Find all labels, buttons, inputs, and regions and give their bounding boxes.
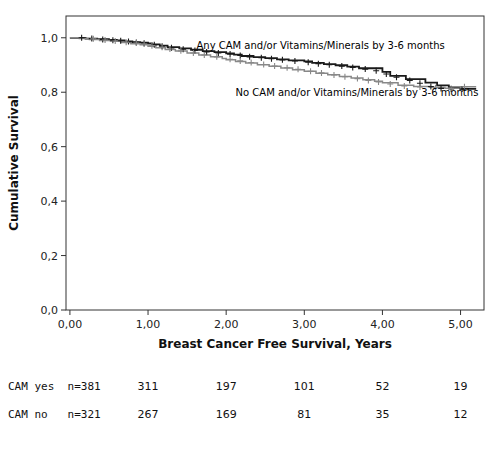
risk-value: 81 bbox=[297, 408, 311, 421]
censor-mark bbox=[258, 55, 264, 61]
y-tick bbox=[61, 255, 66, 256]
risk-value: 52 bbox=[375, 380, 389, 393]
censor-mark bbox=[308, 68, 314, 74]
censor-mark bbox=[305, 59, 311, 65]
y-axis-label: Cumulative Survival bbox=[7, 95, 21, 231]
censor-mark bbox=[268, 56, 274, 62]
y-tick bbox=[61, 37, 66, 38]
risk-value: 12 bbox=[454, 408, 468, 421]
censor-mark bbox=[133, 39, 139, 45]
censor-mark bbox=[159, 44, 165, 50]
censor-mark bbox=[350, 64, 356, 70]
y-tick-label: 0,8 bbox=[41, 86, 59, 99]
censor-mark bbox=[141, 40, 147, 46]
censor-mark bbox=[407, 78, 413, 84]
censor-mark bbox=[190, 50, 196, 56]
censor-mark bbox=[373, 68, 379, 74]
censor-mark bbox=[123, 39, 129, 45]
y-tick bbox=[61, 201, 66, 202]
censor-mark bbox=[237, 58, 243, 64]
x-tick bbox=[148, 310, 149, 315]
censor-mark bbox=[118, 38, 124, 44]
censor-mark bbox=[248, 60, 254, 66]
censor-mark bbox=[292, 58, 298, 64]
y-tick-label: 0,2 bbox=[41, 250, 59, 263]
censor-mark bbox=[247, 54, 253, 60]
censor-mark bbox=[237, 52, 243, 58]
risk-value: 19 bbox=[454, 380, 468, 393]
risk-value: 101 bbox=[294, 380, 315, 393]
plot-frame bbox=[66, 16, 484, 310]
risk-row-label: CAM no n=321 bbox=[8, 408, 101, 421]
censor-mark bbox=[315, 61, 321, 67]
annotation: No CAM and/or Vitamins/Minerals by 3-6 m… bbox=[236, 87, 479, 98]
x-tick-label: 2,00 bbox=[214, 318, 239, 331]
censor-mark bbox=[284, 65, 290, 71]
censor-mark bbox=[214, 54, 220, 60]
censor-mark bbox=[393, 74, 399, 80]
censor-mark bbox=[339, 63, 345, 69]
chart: 0,00 1,00 2,00 3,00 4,00 5,00 0,0 0,2 0,4 0,6 0,8 1… bbox=[0, 0, 500, 449]
censor-mark bbox=[354, 76, 360, 82]
censor-mark bbox=[79, 35, 85, 41]
x-axis-label: Breast Cancer Free Survival, Years bbox=[158, 337, 392, 351]
censor-mark bbox=[261, 61, 267, 67]
y-tick bbox=[61, 310, 66, 311]
censor-mark bbox=[227, 56, 233, 62]
x-tick bbox=[69, 310, 70, 315]
censor-mark bbox=[149, 43, 155, 49]
censor-mark bbox=[295, 66, 301, 72]
annotation: Any CAM and/or Vitamins/Minerals by 3-6 … bbox=[196, 40, 444, 51]
censor-mark bbox=[365, 78, 371, 84]
censor-mark bbox=[90, 36, 96, 42]
survival-curve bbox=[70, 38, 476, 88]
risk-value: 197 bbox=[216, 380, 237, 393]
y-tick bbox=[61, 146, 66, 147]
censor-mark bbox=[167, 46, 173, 52]
x-tick-label: 1,00 bbox=[136, 318, 161, 331]
censor-mark bbox=[227, 51, 233, 57]
y-tick bbox=[61, 92, 66, 93]
risk-row-label: CAM yes n=381 bbox=[8, 380, 101, 393]
y-tick-label: 0,0 bbox=[41, 304, 59, 317]
censor-mark bbox=[383, 71, 389, 77]
y-tick-label: 0,6 bbox=[41, 141, 59, 154]
x-tick-label: 4,00 bbox=[370, 318, 395, 331]
y-tick-label: 0,4 bbox=[41, 195, 59, 208]
censor-mark bbox=[141, 41, 147, 47]
censor-mark bbox=[362, 66, 368, 72]
x-tick bbox=[382, 310, 383, 315]
risk-value: 267 bbox=[138, 408, 159, 421]
censor-mark bbox=[102, 37, 108, 43]
risk-value: 311 bbox=[138, 380, 159, 393]
x-tick bbox=[460, 310, 461, 315]
censor-mark bbox=[201, 52, 207, 58]
x-tick bbox=[304, 310, 305, 315]
risk-value: 169 bbox=[216, 408, 237, 421]
risk-value: 35 bbox=[375, 408, 389, 421]
censor-mark bbox=[112, 38, 118, 44]
x-tick-label: 0,00 bbox=[58, 318, 83, 331]
censor-mark bbox=[272, 63, 278, 69]
x-tick-label: 3,00 bbox=[292, 318, 317, 331]
survival-curve bbox=[70, 38, 476, 89]
x-tick bbox=[226, 310, 227, 315]
censor-mark bbox=[326, 62, 332, 68]
plot-area bbox=[70, 35, 476, 92]
censor-mark bbox=[133, 40, 139, 46]
x-tick-label: 5,00 bbox=[448, 318, 473, 331]
censor-mark bbox=[178, 48, 184, 54]
censor-mark bbox=[376, 79, 382, 85]
censor-mark bbox=[331, 72, 337, 78]
censor-mark bbox=[318, 70, 324, 76]
censor-mark bbox=[387, 81, 393, 87]
censor-mark bbox=[342, 74, 348, 80]
censor-mark bbox=[279, 57, 285, 63]
y-tick-label: 1,0 bbox=[41, 32, 59, 45]
